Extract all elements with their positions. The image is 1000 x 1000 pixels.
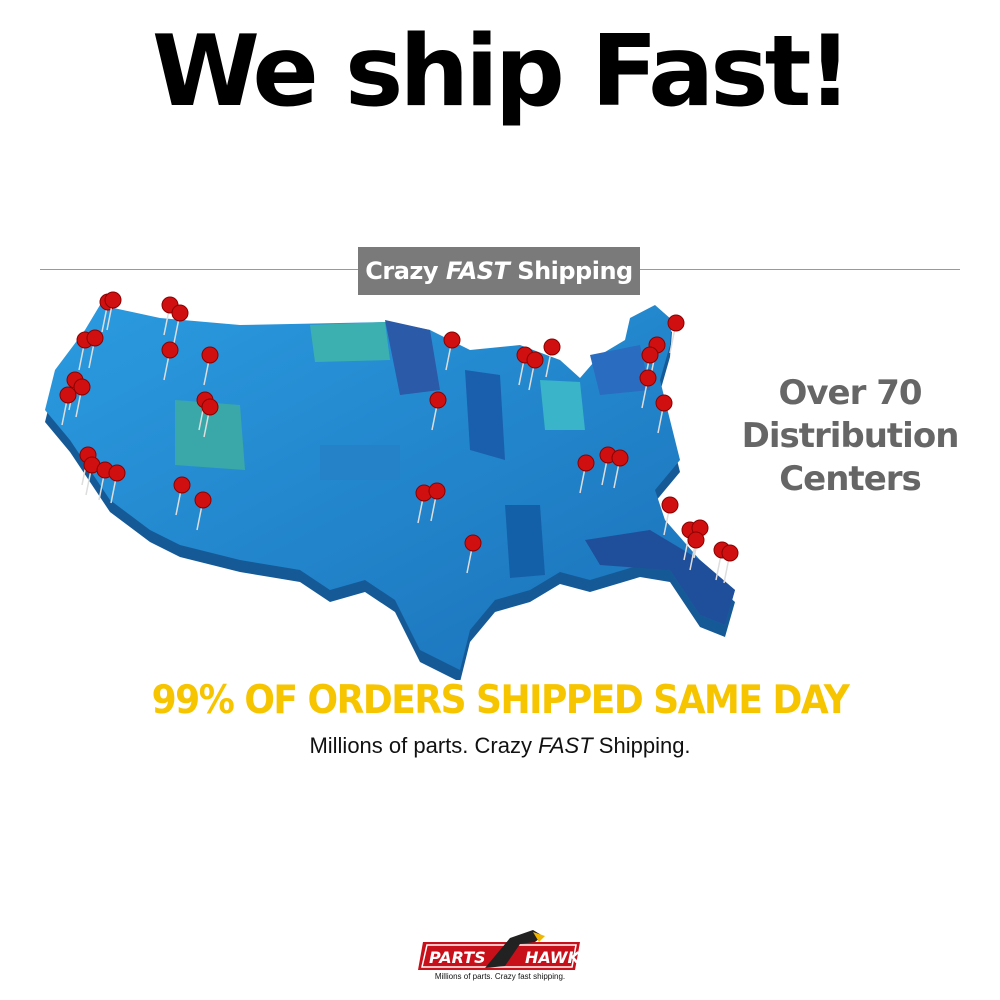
state-illinois bbox=[465, 370, 505, 460]
map-pin-icon bbox=[577, 454, 595, 472]
hawk-head-icon bbox=[485, 930, 543, 968]
map-pin-icon bbox=[171, 304, 189, 322]
logo-word-hawk: HAWK bbox=[525, 948, 582, 967]
map-pin-icon bbox=[73, 378, 91, 396]
map-pin-icon bbox=[639, 369, 657, 387]
state-utah bbox=[175, 400, 245, 470]
map-pin-icon bbox=[86, 329, 104, 347]
map-pin-icon bbox=[687, 531, 705, 549]
side-line-2: Distribution bbox=[741, 416, 960, 456]
map-pin-icon bbox=[543, 338, 561, 356]
divider-right bbox=[640, 269, 960, 270]
map-pin-icon bbox=[526, 351, 544, 369]
map-pin-icon bbox=[173, 476, 191, 494]
map-pin-icon bbox=[655, 394, 673, 412]
logo-word-parts: PARTS bbox=[429, 948, 486, 967]
state-dakota bbox=[310, 322, 390, 362]
badge-prefix: Crazy bbox=[365, 257, 439, 285]
map-pin-icon bbox=[667, 314, 685, 332]
map-pin-icon bbox=[59, 386, 77, 404]
badge-suffix: Shipping bbox=[517, 257, 633, 285]
distribution-center-pins bbox=[59, 291, 739, 584]
state-mississippi bbox=[505, 505, 545, 578]
map-pin-icon bbox=[641, 346, 659, 364]
parts-hawk-logo: PARTS HAWK Millions of parts. Crazy fast… bbox=[415, 928, 585, 986]
same-day-headline: 99% OF ORDERS SHIPPED SAME DAY bbox=[151, 677, 850, 724]
map-pin-icon bbox=[201, 398, 219, 416]
map-pin-icon bbox=[104, 291, 122, 309]
state-florida bbox=[585, 530, 735, 625]
state-ohio bbox=[540, 380, 585, 430]
side-line-1: Over 70 bbox=[778, 373, 922, 413]
map-pin-icon bbox=[194, 491, 212, 509]
map-pin-icon bbox=[661, 496, 679, 514]
map-pin-icon bbox=[443, 331, 461, 349]
hawk-logo-graphic: PARTS HAWK bbox=[418, 930, 582, 970]
tagline-prefix: Millions of parts. Crazy bbox=[309, 733, 532, 758]
map-pin-icon bbox=[428, 482, 446, 500]
map-pin-icon bbox=[201, 346, 219, 364]
map-pin-icon bbox=[161, 341, 179, 359]
map-pin-icon bbox=[108, 464, 126, 482]
crazy-fast-shipping-badge: Crazy FAST Shipping bbox=[358, 247, 640, 295]
distribution-centers-text: Over 70 Distribution Centers bbox=[735, 372, 965, 501]
tagline: Millions of parts. Crazy FAST Shipping. bbox=[0, 733, 1000, 759]
tagline-suffix: Shipping. bbox=[598, 733, 691, 758]
tagline-emphasis: FAST bbox=[538, 733, 593, 758]
map-pin-icon bbox=[611, 449, 629, 467]
map-pin-icon bbox=[464, 534, 482, 552]
state-kansas bbox=[320, 445, 400, 480]
map-pin-icon bbox=[429, 391, 447, 409]
side-line-3: Centers bbox=[779, 459, 922, 499]
badge-emphasis: FAST bbox=[445, 257, 510, 285]
logo-tagline: Millions of parts. Crazy fast shipping. bbox=[434, 972, 566, 981]
state-newyork bbox=[590, 345, 650, 395]
map-pin-icon bbox=[721, 544, 739, 562]
state-minnesota bbox=[385, 320, 440, 395]
divider-left bbox=[40, 269, 358, 270]
page-title: We ship Fast! bbox=[151, 15, 852, 129]
us-map bbox=[45, 291, 739, 680]
